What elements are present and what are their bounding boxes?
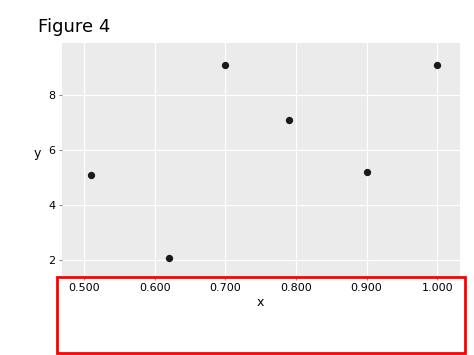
Point: [285, 117, 293, 122]
Point: [433, 62, 441, 67]
Y-axis label: y: y: [34, 147, 41, 160]
Point: [88, 172, 95, 178]
Point: [222, 62, 229, 67]
Point: [165, 255, 173, 261]
X-axis label: x: x: [257, 296, 264, 309]
Point: [363, 169, 370, 175]
Text: Figure 4: Figure 4: [38, 18, 110, 36]
